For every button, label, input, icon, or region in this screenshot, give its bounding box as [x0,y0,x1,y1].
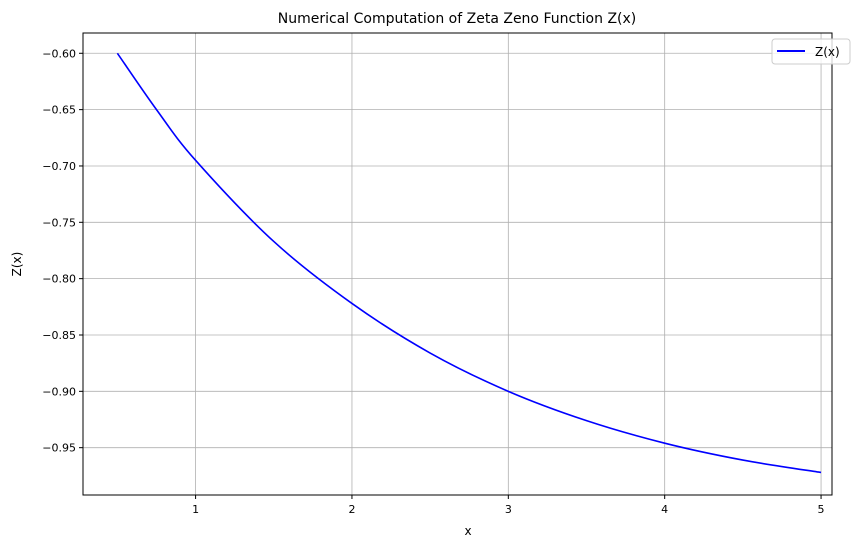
x-tick-label: 5 [818,503,825,516]
y-axis: −0.60 −0.65 −0.70 −0.75 −0.80 −0.85 −0.90 −0.95 [42,47,83,455]
y-tick-label: −0.70 [42,160,76,173]
x-axis: 1 2 3 4 5 [192,495,825,516]
axes-frame [82,32,833,496]
y-tick-label: −0.60 [42,47,76,60]
series-layer [116,52,822,474]
y-tick-label: −0.85 [42,329,76,342]
x-tick-label: 4 [661,503,668,516]
x-tick-label: 3 [505,503,512,516]
x-tick-label: 1 [192,503,199,516]
x-tick-label: 2 [348,503,355,516]
y-axis-label: Z(x) [10,252,24,277]
y-tick-label: −0.65 [42,104,76,117]
legend-label: Z(x) [815,45,840,59]
grid [83,33,832,495]
legend: Z(x) [771,38,851,65]
y-tick-label: −0.90 [42,385,76,398]
x-axis-label: x [464,524,471,538]
chart-title: Numerical Computation of Zeta Zeno Funct… [278,11,637,27]
y-tick-label: −0.95 [42,442,76,455]
y-tick-label: −0.75 [42,216,76,229]
y-tick-label: −0.80 [42,273,76,286]
series-line-z [116,52,822,474]
